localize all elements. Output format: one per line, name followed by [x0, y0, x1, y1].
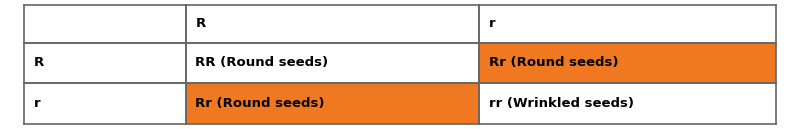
Bar: [479, 43, 776, 83]
Bar: [24, 83, 186, 124]
Text: r: r: [489, 17, 495, 30]
Bar: [24, 43, 186, 83]
Text: R: R: [195, 17, 206, 30]
Bar: [186, 43, 479, 83]
Text: r: r: [34, 97, 40, 110]
Text: rr (Wrinkled seeds): rr (Wrinkled seeds): [489, 97, 634, 110]
Text: Rr (Round seeds): Rr (Round seeds): [489, 56, 618, 69]
Bar: [479, 83, 776, 124]
Bar: [479, 5, 776, 43]
Text: Rr (Round seeds): Rr (Round seeds): [195, 97, 325, 110]
Bar: [186, 5, 479, 43]
Bar: [24, 5, 186, 43]
Bar: [186, 83, 479, 124]
Text: RR (Round seeds): RR (Round seeds): [195, 56, 329, 69]
Text: R: R: [34, 56, 44, 69]
